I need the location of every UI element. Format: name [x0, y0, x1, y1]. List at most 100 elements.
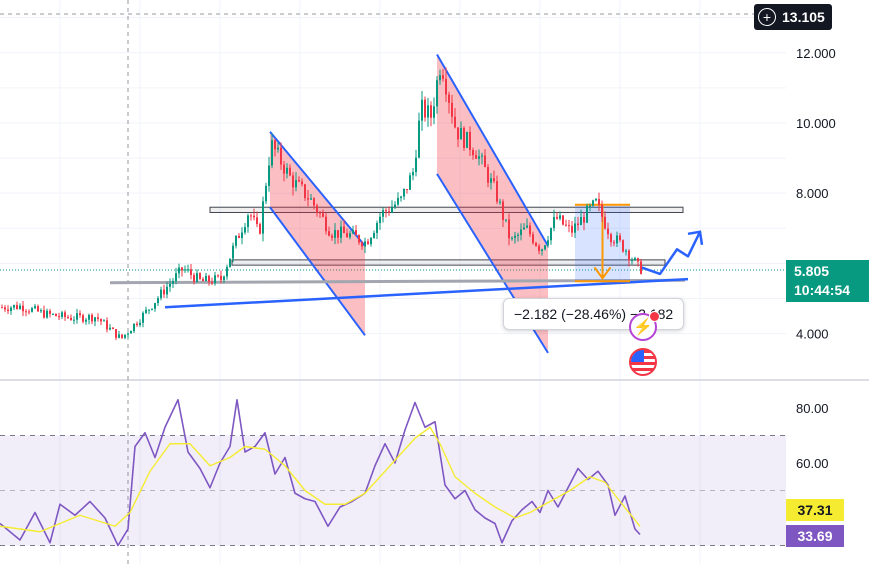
candle-body: [31, 308, 33, 312]
candle-body: [13, 305, 15, 308]
candle-body: [34, 306, 36, 309]
candle-body: [58, 316, 60, 318]
candle-body: [190, 269, 192, 276]
candle-body: [295, 180, 297, 188]
candle-body: [340, 226, 342, 238]
candle-body: [589, 205, 591, 207]
candle-body: [337, 230, 339, 238]
candle-body: [166, 286, 168, 295]
candle-body: [475, 155, 477, 159]
candle-body: [250, 215, 252, 217]
candle-body: [319, 212, 321, 214]
candle-body: [4, 307, 6, 310]
candle-body: [556, 216, 558, 219]
candle-body: [181, 267, 183, 271]
channel-upper-line: [269, 131, 366, 247]
candle-body: [298, 180, 300, 182]
bar-countdown-label: 10:44:54: [794, 282, 851, 298]
candle-body: [613, 242, 615, 244]
horizontal-zone: [209, 206, 684, 213]
candle-body: [469, 131, 471, 150]
candle-body: [523, 227, 525, 230]
candle-body: [517, 234, 519, 236]
horizontal-zone: [231, 259, 666, 266]
candle-body: [307, 198, 309, 200]
candle-body: [388, 211, 390, 213]
candle-body: [379, 216, 381, 224]
candle-body: [271, 140, 273, 166]
candle-body: [253, 215, 255, 218]
candle-body: [376, 223, 378, 233]
candle-body: [208, 275, 210, 282]
candle-body: [346, 233, 348, 238]
candle-body: [154, 303, 156, 309]
price-tick-label: 4.000: [796, 327, 829, 342]
candle-body: [397, 197, 399, 205]
candle-body: [511, 237, 513, 239]
candle-body: [94, 317, 96, 322]
candle-body: [124, 334, 126, 338]
candle-body: [631, 260, 633, 262]
candle-body: [199, 273, 201, 279]
candle-body: [607, 228, 609, 235]
candle-body: [484, 155, 486, 168]
candle-body: [241, 232, 243, 239]
candle-body: [532, 234, 534, 243]
candle-body: [508, 219, 510, 239]
candle-body: [211, 281, 213, 284]
candle-body: [448, 94, 450, 103]
candle-body: [640, 261, 642, 274]
measure-arrow-head: [593, 266, 612, 280]
candle-body: [586, 205, 588, 223]
candle-body: [550, 228, 552, 241]
candle-body: [178, 267, 180, 274]
notification-dot-icon: [649, 311, 660, 322]
candle-body: [514, 235, 516, 238]
candle-body: [499, 201, 501, 203]
candle-body: [265, 185, 267, 202]
candle-body: [442, 75, 444, 79]
candle-body: [10, 307, 12, 311]
candle-body: [415, 157, 417, 173]
candle-body: [472, 149, 474, 156]
candle-body: [277, 147, 279, 150]
candle-body: [133, 323, 135, 332]
candle-body: [169, 283, 171, 287]
candle-body: [538, 245, 540, 251]
rsi-ma-line: [0, 426, 641, 533]
candle-body: [355, 230, 357, 236]
candle-body: [49, 310, 51, 314]
candle-body: [541, 249, 543, 251]
candle-body: [76, 313, 78, 320]
candle-body: [571, 225, 573, 233]
add-alert-icon[interactable]: +: [758, 8, 776, 26]
candle-body: [577, 223, 579, 226]
candle-body: [16, 305, 18, 310]
candle-body: [52, 313, 54, 315]
candle-body: [421, 99, 423, 121]
candle-body: [262, 201, 264, 234]
candle-body: [529, 225, 531, 235]
channel-upper-line: [436, 54, 549, 247]
candle-body: [352, 230, 354, 234]
candle-body: [451, 102, 453, 117]
crosshair-price-badge[interactable]: + 13.105: [754, 4, 832, 30]
candle-body: [424, 99, 426, 118]
candle-body: [232, 245, 234, 259]
candle-body: [184, 269, 186, 271]
candle-body: [289, 167, 291, 176]
candle-body: [268, 165, 270, 186]
candle-body: [562, 215, 564, 225]
candle-body: [595, 198, 597, 201]
candle-body: [313, 198, 315, 206]
price-axis[interactable]: 12.000 10.000 8.000 4.000: [796, 46, 836, 342]
candle-body: [361, 242, 363, 247]
us-flag-icon[interactable]: [629, 348, 657, 376]
candle-body: [310, 198, 312, 200]
candle-body: [358, 235, 360, 243]
projection-path: [639, 231, 702, 276]
candle-body: [127, 333, 129, 335]
candle-body: [106, 320, 108, 330]
